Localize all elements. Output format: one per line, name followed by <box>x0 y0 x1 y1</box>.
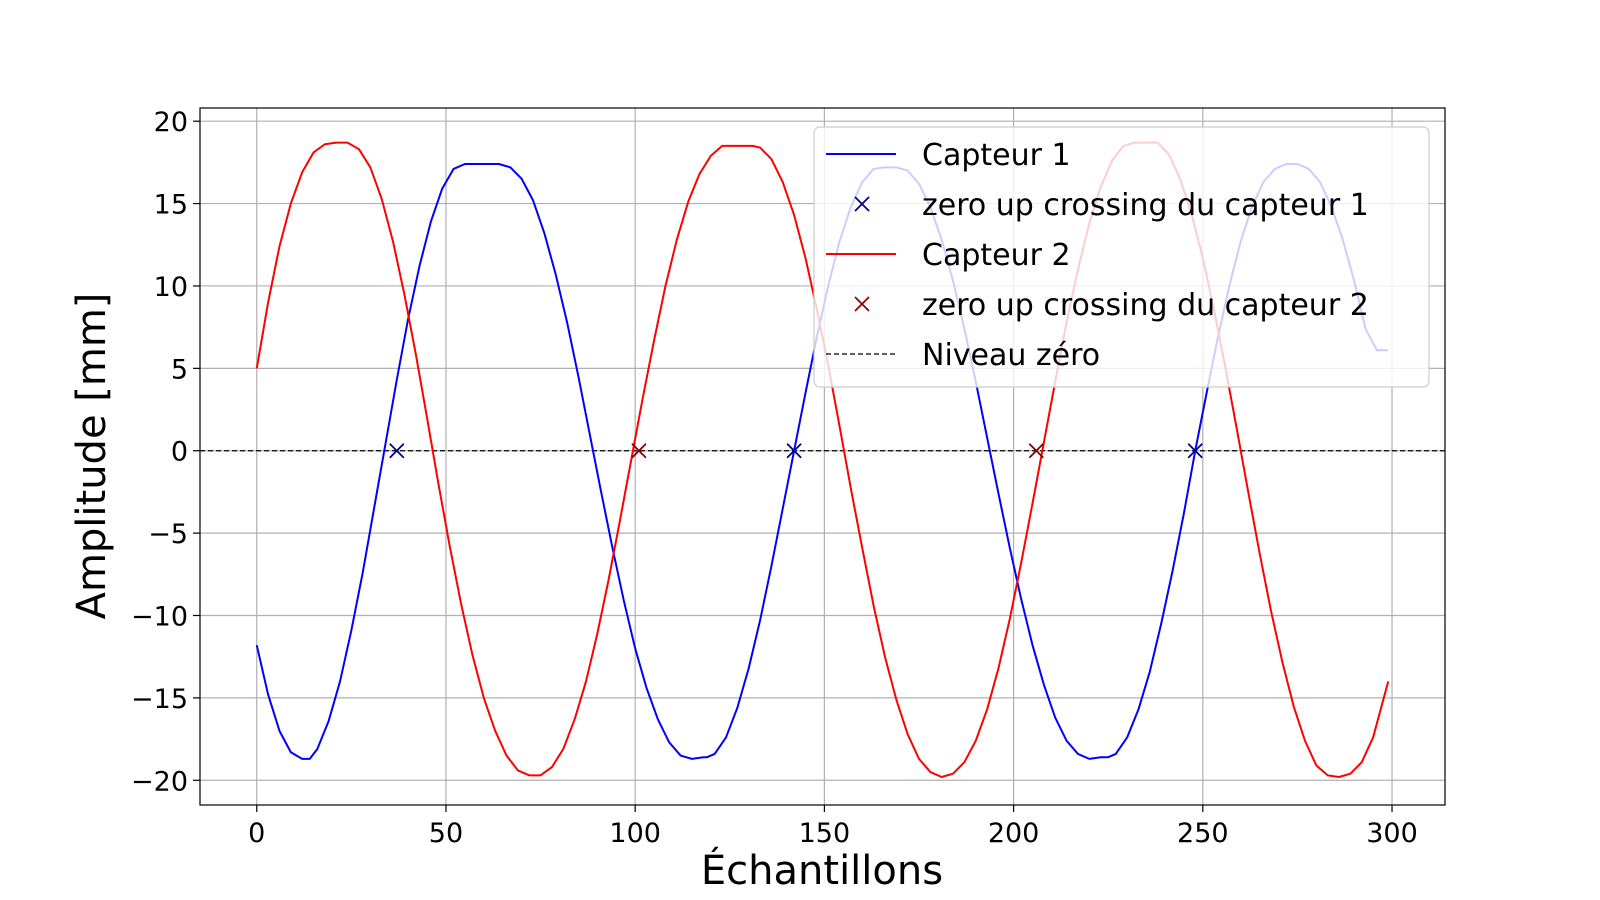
series-1-marker <box>786 443 802 459</box>
legend-label-3: zero up crossing du capteur 2 <box>922 288 1369 323</box>
y-tick-label: −5 <box>148 519 188 550</box>
x-tick-label: 0 <box>248 818 265 849</box>
x-axis-title: Échantillons <box>701 846 943 894</box>
y-tick-label: −20 <box>131 766 188 797</box>
legend-label-1: zero up crossing du capteur 1 <box>922 188 1369 223</box>
series-3-marker <box>631 443 647 459</box>
legend-marker-1 <box>854 196 870 212</box>
legend-label-4: Niveau zéro <box>922 338 1100 373</box>
x-tick-label: 100 <box>609 818 661 849</box>
y-tick-label: 10 <box>154 272 188 303</box>
series-1-marker <box>389 443 405 459</box>
legend: Capteur 1 zero up crossing du capteur 1 Ca… <box>813 126 1430 388</box>
legend-marker-3 <box>854 296 870 312</box>
x-tick-label: 200 <box>988 818 1040 849</box>
legend-box <box>813 126 1430 388</box>
x-tick-label: 150 <box>799 818 851 849</box>
y-tick-label: 0 <box>171 437 188 468</box>
x-tick-label: 250 <box>1177 818 1229 849</box>
legend-label-2: Capteur 2 <box>922 238 1071 273</box>
legend-label-0: Capteur 1 <box>922 138 1071 173</box>
y-tick-label: 15 <box>154 190 188 221</box>
x-tick-label: 50 <box>429 818 463 849</box>
y-tick-label: −10 <box>131 602 188 633</box>
x-tick-label: 300 <box>1366 818 1418 849</box>
y-tick-label: 20 <box>154 107 188 138</box>
series-1-marker <box>1187 443 1203 459</box>
series-3-marker <box>1028 443 1044 459</box>
y-tick-label: 5 <box>171 354 188 385</box>
y-tick-label: −15 <box>131 684 188 715</box>
ticks: 0 50 100 150 200 250 300 −20 −15 −10 −5 0 5 10 15 20 <box>131 107 1418 849</box>
y-axis-title: Amplitude [mm] <box>69 293 115 620</box>
plot-frame <box>199 107 1446 806</box>
